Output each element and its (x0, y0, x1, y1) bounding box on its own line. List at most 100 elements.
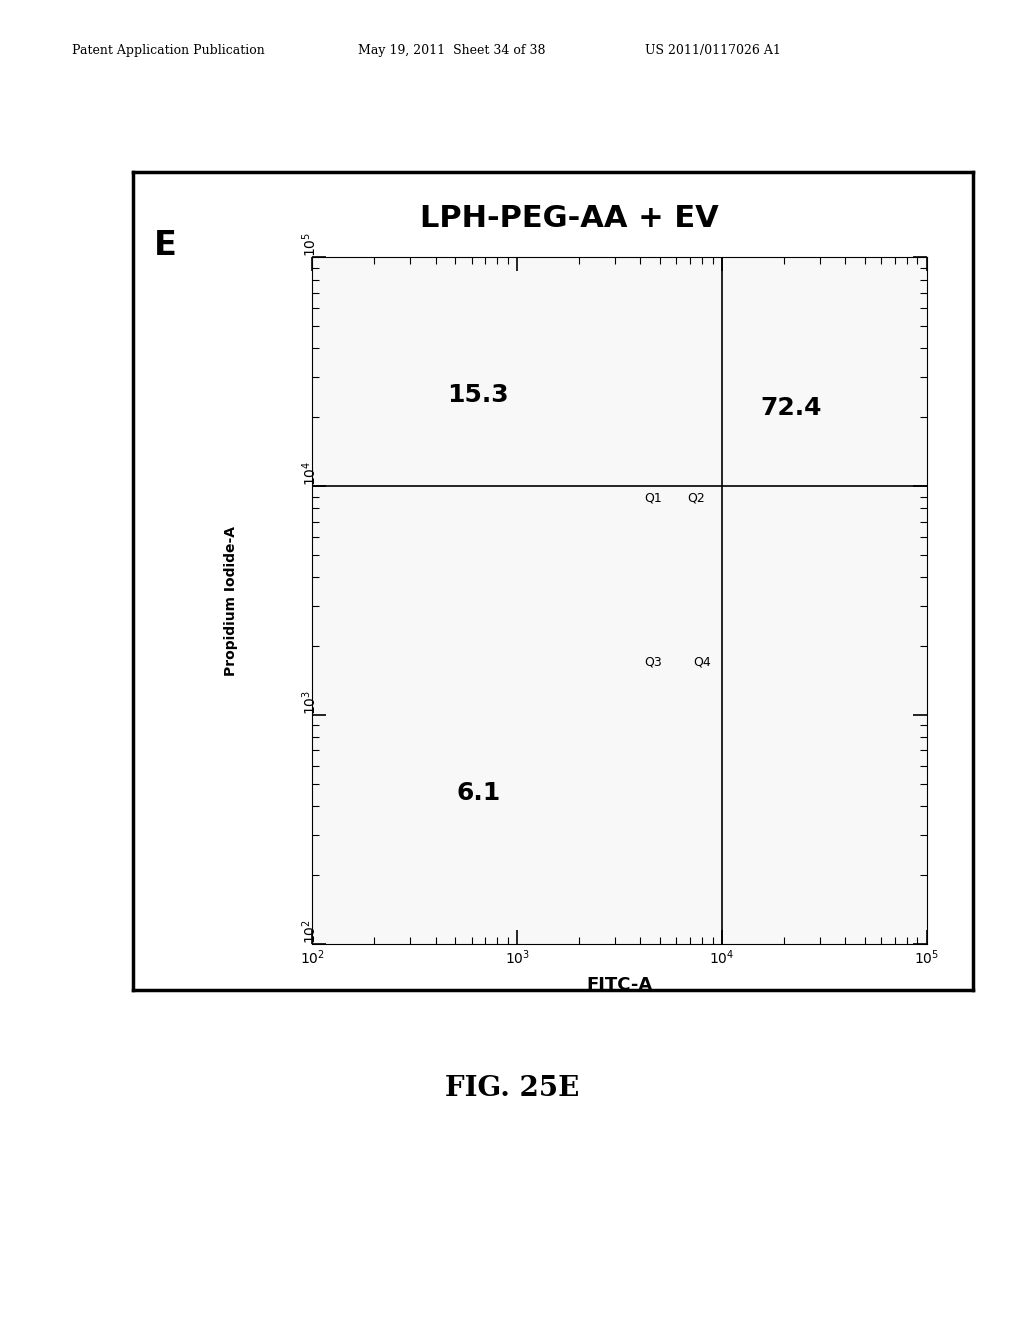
Point (846, 273, 862, 294)
Point (855, 256, 871, 277)
Point (827, 280, 844, 301)
Point (843, 268, 859, 289)
Point (779, 264, 796, 285)
Point (781, 259, 798, 280)
Point (791, 248, 807, 269)
Point (813, 276, 829, 297)
Point (808, 358, 824, 379)
Point (808, 319, 824, 341)
Point (823, 273, 840, 294)
Point (786, 263, 803, 284)
Point (799, 251, 815, 272)
Point (840, 268, 856, 289)
Point (828, 276, 845, 297)
Point (807, 297, 823, 318)
Point (802, 313, 818, 334)
Point (813, 259, 829, 280)
Point (851, 404, 867, 425)
Point (800, 255, 816, 276)
Point (840, 269, 856, 290)
Point (808, 263, 824, 284)
Point (822, 286, 839, 308)
Point (840, 263, 856, 284)
Point (701, 248, 718, 269)
Point (764, 271, 780, 292)
Point (855, 260, 871, 281)
Point (715, 594, 731, 615)
Point (787, 251, 804, 272)
Point (740, 512, 757, 533)
Point (840, 263, 856, 284)
Point (790, 366, 806, 387)
Point (761, 425, 777, 446)
Point (716, 548, 732, 569)
Point (818, 248, 835, 269)
Point (824, 265, 841, 286)
Point (800, 277, 816, 298)
Point (683, 413, 699, 434)
Point (742, 628, 759, 649)
Point (850, 253, 866, 275)
Point (774, 387, 791, 408)
Text: US 2011/0117026 A1: US 2011/0117026 A1 (645, 44, 781, 57)
Point (790, 388, 806, 409)
Point (827, 271, 844, 292)
Point (811, 281, 827, 302)
Point (803, 284, 819, 305)
Point (786, 257, 803, 279)
Point (828, 248, 845, 269)
Point (824, 277, 841, 298)
Point (833, 255, 849, 276)
Point (845, 256, 861, 277)
Point (865, 259, 882, 280)
Point (730, 450, 746, 471)
Point (788, 265, 805, 286)
Point (859, 428, 876, 449)
Point (856, 253, 872, 275)
Point (805, 276, 821, 297)
Point (867, 281, 884, 302)
Point (848, 265, 864, 286)
Point (824, 248, 841, 269)
Point (831, 280, 848, 301)
Point (807, 259, 823, 280)
Point (834, 259, 850, 280)
Point (838, 267, 854, 288)
Point (851, 268, 867, 289)
Point (807, 263, 823, 284)
Point (821, 261, 838, 282)
Point (841, 268, 857, 289)
Point (827, 248, 844, 269)
Point (778, 372, 795, 393)
Point (810, 260, 826, 281)
Point (762, 261, 778, 282)
Point (788, 263, 805, 284)
Point (833, 279, 849, 300)
Point (834, 257, 850, 279)
Point (845, 259, 861, 280)
Point (796, 277, 812, 298)
Point (540, 632, 556, 653)
Point (819, 253, 836, 275)
Point (695, 553, 712, 574)
Point (830, 281, 847, 302)
Point (852, 269, 868, 290)
Point (827, 272, 844, 293)
Point (752, 454, 768, 475)
Point (655, 639, 672, 660)
Point (830, 259, 847, 280)
Point (844, 252, 860, 273)
Point (784, 428, 801, 449)
Point (808, 249, 824, 271)
Point (806, 259, 822, 280)
Point (764, 326, 780, 347)
Point (851, 280, 867, 301)
Text: 6.1: 6.1 (456, 781, 501, 805)
Point (824, 500, 841, 521)
Point (728, 488, 744, 510)
Point (855, 260, 871, 281)
Point (818, 249, 835, 271)
Point (770, 437, 786, 458)
Point (609, 648, 626, 669)
Point (780, 275, 797, 296)
